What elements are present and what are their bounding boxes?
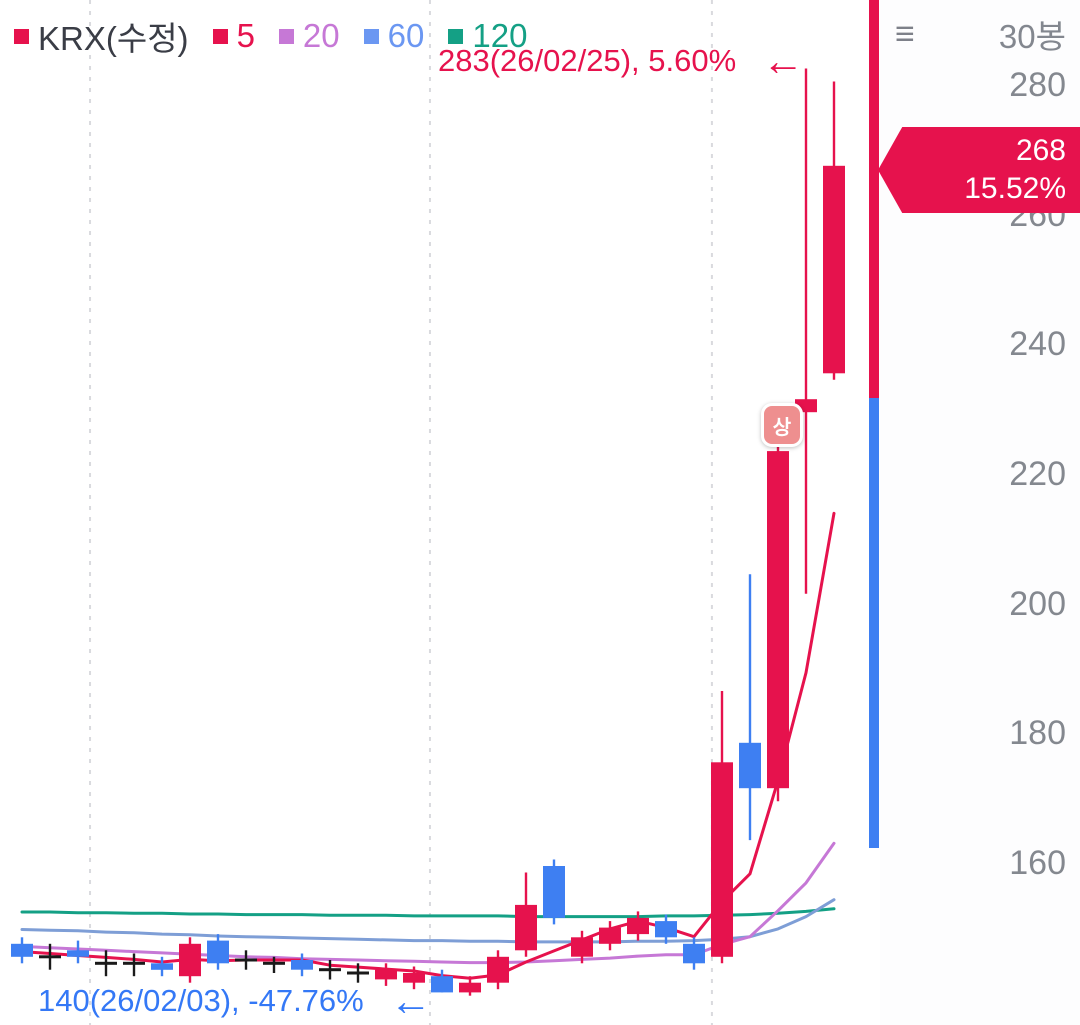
left-arrow-icon: ←	[389, 977, 432, 1024]
current-price-text: 268 15.52%	[964, 132, 1066, 208]
legend-item[interactable]: KRX(수정)	[14, 12, 189, 60]
legend-item[interactable]: 60	[363, 17, 425, 55]
upper-limit-badge: 상	[761, 403, 803, 447]
current-price-value: 268	[1015, 134, 1066, 167]
range-bar-lower-segment	[869, 398, 879, 848]
axis-tick-label: 280	[1009, 66, 1066, 104]
legend-item[interactable]: 120	[448, 17, 527, 55]
bar-count-label[interactable]: 30봉	[998, 18, 1066, 55]
axis-tick-label: 220	[1009, 455, 1066, 493]
axis-tick-label: 160	[1009, 844, 1066, 882]
left-arrow-icon: ←	[762, 37, 805, 84]
axis-tick-label: 180	[1009, 714, 1066, 753]
range-bar-upper-segment	[869, 0, 879, 398]
legend-swatch-icon	[448, 28, 464, 44]
legend-label: KRX(수정)	[38, 20, 189, 57]
legend-swatch-icon	[212, 28, 228, 44]
legend-item[interactable]: 5	[212, 17, 255, 55]
legend-label: 20	[302, 17, 340, 54]
low-annotation: 140(26/02/03), -47.76% ←	[38, 980, 432, 1022]
chart-canvas[interactable]	[0, 0, 880, 1025]
current-price-tag: 268 15.52%	[878, 127, 1080, 213]
axis-tick-label: 240	[1009, 325, 1066, 364]
high-annotation-text: 283(26/02/25), 5.60%	[438, 43, 737, 78]
high-annotation: 283(26/02/25), 5.60% ←	[438, 40, 804, 82]
chart-legend: KRX(수정) 5 20 60 120	[14, 12, 527, 60]
legend-label: 5	[236, 17, 255, 54]
axis-header: ≡ 30봉	[895, 10, 1066, 58]
axis-tick-label: 200	[1009, 584, 1066, 623]
price-range-bar[interactable]	[869, 0, 879, 848]
current-price-change: 15.52%	[964, 172, 1066, 205]
low-annotation-text: 140(26/02/03), -47.76%	[38, 983, 364, 1018]
menu-icon[interactable]: ≡	[895, 15, 915, 53]
legend-item[interactable]: 20	[278, 17, 340, 55]
legend-label: 60	[387, 17, 425, 54]
legend-swatch-icon	[14, 28, 29, 44]
legend-swatch-icon	[278, 28, 294, 44]
legend-swatch-icon	[363, 28, 379, 44]
legend-label: 120	[472, 17, 528, 54]
